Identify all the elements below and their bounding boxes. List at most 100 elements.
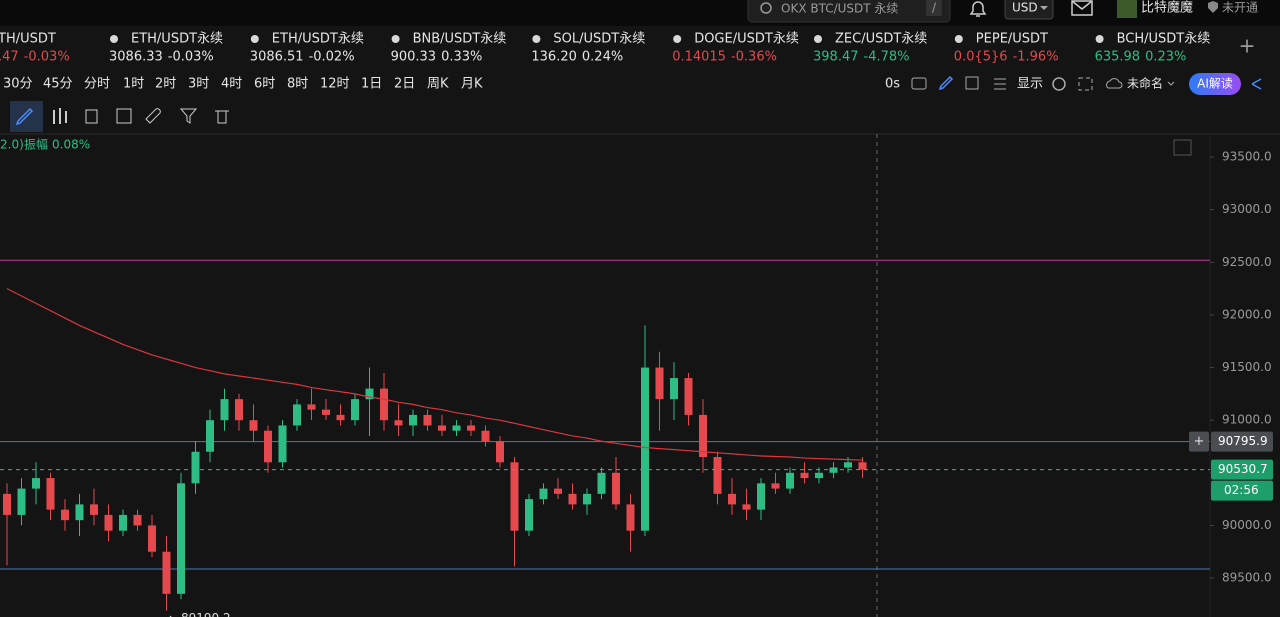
search-box[interactable] — [747, 0, 951, 23]
candle-tool[interactable] — [53, 108, 67, 124]
expand-icon[interactable] — [1173, 139, 1192, 156]
ticker-name[interactable]: ETH/USDT永续 — [272, 32, 364, 47]
ticker-name[interactable]: TH/USDT — [0, 32, 56, 47]
draw-icon[interactable] — [938, 75, 954, 91]
ticker-name[interactable]: ETH/USDT永续 — [131, 32, 223, 47]
brush-tool[interactable] — [145, 108, 161, 124]
avatar[interactable] — [1117, 0, 1137, 18]
user-name: 比特魔魔 — [1141, 1, 1193, 16]
amplitude: 0.08% — [52, 138, 90, 152]
candle-body — [844, 462, 852, 468]
countdown-setting[interactable]: 0s — [885, 77, 900, 92]
timeframe[interactable]: 分时 — [84, 77, 110, 92]
candle-body — [3, 493, 11, 515]
marked-price-box — [1211, 431, 1273, 452]
ai-button[interactable] — [1189, 73, 1241, 95]
timeframe[interactable]: 12时 — [320, 77, 350, 92]
candle-body — [249, 420, 258, 431]
candle-body — [496, 441, 504, 463]
share-icon[interactable] — [1251, 78, 1262, 90]
display[interactable]: 显示 — [1017, 77, 1043, 92]
timeframe[interactable]: 月K — [461, 77, 483, 92]
ticker-icon — [532, 35, 541, 43]
candle-body — [771, 483, 780, 489]
candle-body — [467, 425, 475, 431]
settings-icon[interactable] — [1052, 77, 1066, 91]
timeframe[interactable]: 周K — [427, 77, 449, 92]
add-alert[interactable] — [1189, 431, 1209, 452]
layout-name[interactable]: 未命名 — [1127, 76, 1163, 91]
candle-body — [307, 404, 316, 410]
candle-body — [786, 472, 794, 489]
camera-icon[interactable] — [911, 77, 927, 90]
ticker-icon — [1095, 35, 1104, 43]
ticker-name[interactable]: BNB/USDT永续 — [413, 32, 507, 47]
amplitude-label: 振幅 — [24, 137, 48, 152]
candle-body — [554, 488, 562, 494]
mail-icon[interactable] — [1071, 0, 1093, 16]
candle-body — [539, 488, 548, 500]
ticker-icon — [110, 35, 118, 43]
badge: 未开通 — [1222, 1, 1258, 15]
ticker-price: .47 — [0, 50, 19, 65]
low-arrow: ← — [168, 611, 178, 617]
candle-body — [365, 388, 374, 400]
candle-body — [264, 430, 272, 463]
timeframe[interactable]: 2日 — [394, 77, 415, 92]
ticker-name[interactable]: ZEC/USDT永续 — [835, 32, 927, 47]
candle-body — [148, 525, 156, 552]
filter-tool[interactable] — [179, 108, 198, 124]
candle-body — [90, 504, 98, 515]
last-price-label: 90530.7 — [1218, 462, 1268, 476]
measure-tool[interactable] — [85, 109, 98, 124]
currency: USD — [1012, 1, 1038, 15]
ticker-name[interactable]: PEPE/USDT — [976, 32, 1048, 47]
pen-tool[interactable] — [15, 107, 34, 126]
bell-icon[interactable] — [969, 1, 987, 17]
ticker-name[interactable]: DOGE/USDT永续 — [694, 32, 799, 47]
add-ticker[interactable]: + — [1239, 34, 1256, 58]
timeframe[interactable]: 30分 — [3, 77, 33, 92]
delete-tool[interactable] — [215, 110, 229, 124]
ticker-name[interactable]: SOL/USDT永续 — [553, 32, 645, 47]
fullscreen-icon[interactable] — [1078, 77, 1093, 91]
dropdown-arrow — [1040, 6, 1048, 10]
select-icon[interactable] — [965, 76, 979, 90]
top-bar — [0, 0, 1280, 26]
timeframe[interactable]: 2时 — [155, 77, 176, 92]
ticker-price: 900.33 — [391, 50, 437, 65]
y-tick-label: 93500.0 — [1222, 150, 1272, 164]
y-tick-label: 89500.0 — [1222, 571, 1272, 585]
timeframe[interactable]: 3时 — [188, 77, 209, 92]
currency-select[interactable] — [1004, 0, 1054, 20]
ticker-change: -1.96% — [1013, 50, 1059, 65]
timeframe[interactable]: 1日 — [361, 77, 382, 92]
note-tool[interactable] — [116, 108, 132, 124]
candle-body — [104, 514, 113, 531]
timeframe[interactable]: 8时 — [287, 77, 308, 92]
candle-body — [858, 462, 867, 470]
candle-body — [713, 457, 722, 494]
cloud-icon[interactable] — [1106, 78, 1123, 89]
ticker-icon — [673, 35, 682, 43]
candle-body — [162, 551, 171, 594]
timeframe[interactable]: 45分 — [43, 77, 73, 92]
candle-body — [684, 378, 693, 415]
candle-body — [293, 404, 301, 426]
timeframe[interactable]: 1时 — [123, 77, 144, 92]
legend-prefix: 2.0) — [0, 138, 24, 152]
candle-body — [336, 414, 345, 421]
candle-body — [409, 414, 417, 426]
candle-body — [17, 488, 26, 515]
candle-body — [394, 420, 403, 426]
timeframe[interactable]: 6时 — [254, 77, 275, 92]
timeframe[interactable]: 4时 — [221, 77, 242, 92]
ticker-change: -0.02% — [309, 50, 355, 65]
list-icon[interactable] — [994, 78, 1006, 90]
candle-body — [670, 378, 678, 400]
ticker-name[interactable]: BCH/USDT永续 — [1117, 32, 1211, 47]
ticker-change: -0.03% — [168, 50, 214, 65]
add-alert-plus: + — [1194, 434, 1205, 449]
candle-body — [597, 472, 606, 494]
